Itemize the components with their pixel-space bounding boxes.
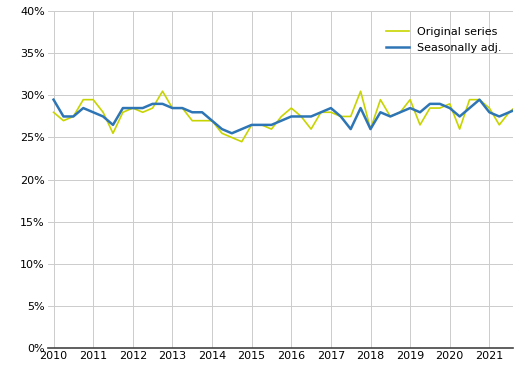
Original series [427,106,433,110]
Original series [159,89,166,93]
Seasonally adj. [387,114,394,119]
Original series [209,118,215,123]
Seasonally adj. [199,110,205,115]
Original series [219,131,225,136]
Original series [50,110,57,115]
Seasonally adj. [209,118,215,123]
Seasonally adj. [417,110,423,115]
Original series [239,139,245,144]
Legend: Original series, Seasonally adj.: Original series, Seasonally adj. [383,23,505,56]
Seasonally adj. [50,98,57,102]
Original series [169,106,176,110]
Seasonally adj. [229,131,235,136]
Seasonally adj. [159,102,166,106]
Line: Original series: Original series [53,91,529,142]
Line: Seasonally adj.: Seasonally adj. [53,100,529,133]
Original series [397,110,404,115]
